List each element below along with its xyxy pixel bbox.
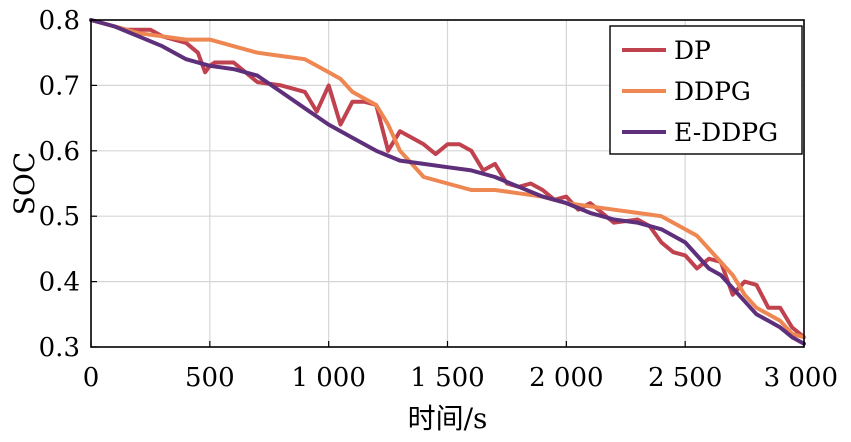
y-tick-label: 0.3 — [39, 333, 80, 363]
y-axis-ticks: 0.3 0.4 0.5 0.6 0.7 0.8 — [39, 6, 97, 363]
series-line-dp — [89, 18, 806, 340]
x-tick-label: 3 000 — [764, 363, 838, 393]
series-line-ddpg — [89, 18, 806, 340]
legend-label-e-ddpg: E-DDPG — [674, 118, 778, 147]
y-axis-label: SOC — [8, 152, 41, 216]
x-axis-ticks: 0 500 1 000 1 500 2 000 2 500 3 000 — [83, 341, 838, 393]
legend-label-dp: DP — [674, 36, 711, 65]
x-tick-label: 500 — [185, 363, 235, 393]
y-tick-label: 0.7 — [39, 71, 80, 101]
series-line-e-ddpg — [89, 18, 806, 346]
x-axis-label: 时间/s — [408, 402, 488, 435]
y-tick-label: 0.6 — [39, 137, 80, 167]
legend-label-ddpg: DDPG — [674, 77, 751, 106]
y-tick-label: 0.5 — [39, 202, 80, 232]
x-tick-label: 1 500 — [410, 363, 484, 393]
series-layer — [89, 18, 806, 346]
legend: DP DDPG E-DDPG — [609, 25, 803, 155]
x-tick-label: 1 000 — [291, 363, 365, 393]
x-tick-label: 2 000 — [529, 363, 603, 393]
x-tick-label: 2 500 — [648, 363, 722, 393]
y-tick-label: 0.4 — [39, 268, 80, 298]
x-tick-label: 0 — [83, 363, 100, 393]
y-tick-label: 0.8 — [39, 6, 80, 36]
